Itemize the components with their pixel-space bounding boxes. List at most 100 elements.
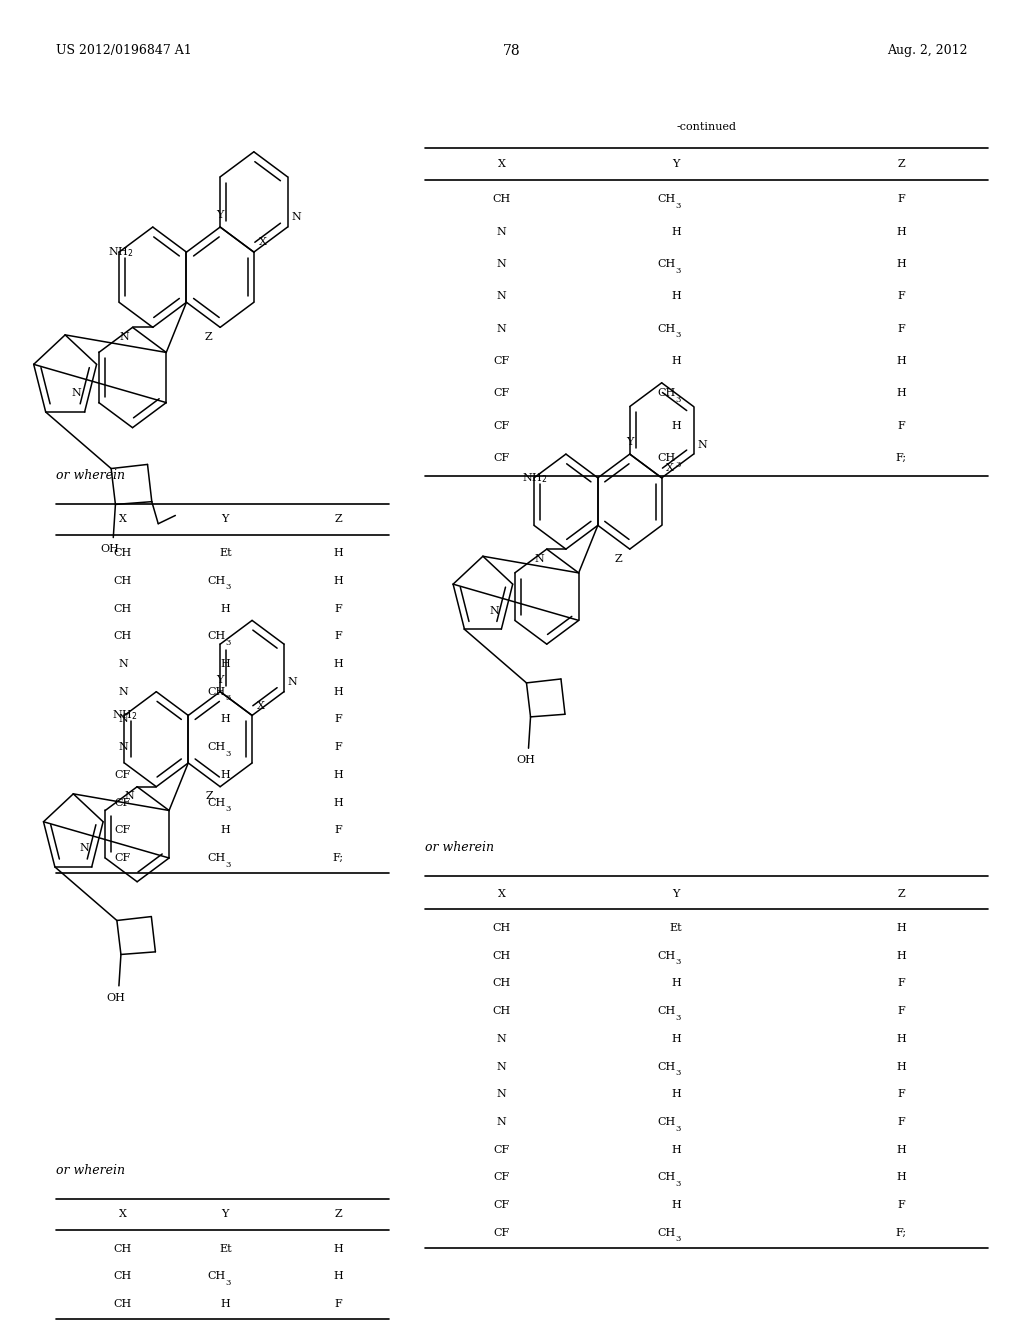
Text: F: F xyxy=(334,714,342,725)
Text: H: H xyxy=(333,797,343,808)
Text: CH: CH xyxy=(657,388,676,399)
Text: N: N xyxy=(72,388,82,397)
Text: 3: 3 xyxy=(225,583,230,591)
Text: H: H xyxy=(671,227,681,236)
Text: CH: CH xyxy=(657,323,676,334)
Text: H: H xyxy=(896,1172,906,1183)
Text: N: N xyxy=(497,1089,507,1100)
Text: H: H xyxy=(671,1089,681,1100)
Text: N: N xyxy=(497,1034,507,1044)
Text: CF: CF xyxy=(494,1144,510,1155)
Text: F;: F; xyxy=(896,453,906,463)
Text: N: N xyxy=(497,323,507,334)
Text: H: H xyxy=(896,950,906,961)
Text: F: F xyxy=(897,978,905,989)
Text: Et: Et xyxy=(219,548,231,558)
Text: H: H xyxy=(220,603,230,614)
Text: H: H xyxy=(671,978,681,989)
Text: H: H xyxy=(220,1299,230,1309)
Text: 3: 3 xyxy=(225,694,230,702)
Text: 3: 3 xyxy=(676,958,681,966)
Text: H: H xyxy=(333,1243,343,1254)
Text: H: H xyxy=(896,388,906,399)
Text: F: F xyxy=(897,1006,905,1016)
Text: CH: CH xyxy=(493,1006,511,1016)
Text: F: F xyxy=(897,421,905,430)
Text: CF: CF xyxy=(494,388,510,399)
Text: CH: CH xyxy=(657,1061,676,1072)
Text: CH: CH xyxy=(493,950,511,961)
Text: or wherein: or wherein xyxy=(56,469,125,482)
Text: N: N xyxy=(535,553,545,564)
Text: CH: CH xyxy=(657,1006,676,1016)
Text: CH: CH xyxy=(207,1271,225,1282)
Text: Z: Z xyxy=(334,513,342,524)
Text: US 2012/0196847 A1: US 2012/0196847 A1 xyxy=(56,44,193,57)
Text: F: F xyxy=(897,1089,905,1100)
Text: H: H xyxy=(220,770,230,780)
Text: CH: CH xyxy=(207,797,225,808)
Text: Y: Y xyxy=(216,210,224,219)
Text: H: H xyxy=(671,1200,681,1210)
Text: CH: CH xyxy=(657,1172,676,1183)
Text: H: H xyxy=(896,1061,906,1072)
Text: N: N xyxy=(497,1117,507,1127)
Text: 3: 3 xyxy=(225,750,230,758)
Text: OH: OH xyxy=(106,993,125,1003)
Text: Y: Y xyxy=(626,437,634,447)
Text: 3: 3 xyxy=(676,461,681,469)
Text: CF: CF xyxy=(494,356,510,366)
Text: CH: CH xyxy=(114,1271,132,1282)
Text: CH: CH xyxy=(114,576,132,586)
Text: CH: CH xyxy=(207,853,225,863)
Text: CH: CH xyxy=(114,603,132,614)
Text: CH: CH xyxy=(657,1228,676,1238)
Text: CF: CF xyxy=(115,770,131,780)
Text: Et: Et xyxy=(670,923,682,933)
Text: CF: CF xyxy=(115,797,131,808)
Text: Z: Z xyxy=(205,333,212,342)
Text: 3: 3 xyxy=(225,1279,230,1287)
Text: 3: 3 xyxy=(225,805,230,813)
Text: F: F xyxy=(897,292,905,301)
Text: Z: Z xyxy=(614,553,623,564)
Text: H: H xyxy=(671,356,681,366)
Text: F: F xyxy=(897,1200,905,1210)
Text: 78: 78 xyxy=(503,44,521,58)
Text: H: H xyxy=(671,1144,681,1155)
Text: 3: 3 xyxy=(676,1014,681,1022)
Text: CH: CH xyxy=(657,950,676,961)
Text: CF: CF xyxy=(115,825,131,836)
Text: Y: Y xyxy=(672,158,680,169)
Text: 3: 3 xyxy=(676,267,681,275)
Text: F: F xyxy=(897,323,905,334)
Text: CF: CF xyxy=(494,421,510,430)
Text: H: H xyxy=(896,1144,906,1155)
Text: N: N xyxy=(489,606,499,616)
Text: 3: 3 xyxy=(676,202,681,210)
Text: F: F xyxy=(897,194,905,205)
Text: CF: CF xyxy=(115,853,131,863)
Text: CF: CF xyxy=(494,453,510,463)
Text: N: N xyxy=(497,292,507,301)
Text: F: F xyxy=(897,1117,905,1127)
Text: N: N xyxy=(118,714,128,725)
Text: X: X xyxy=(119,513,127,524)
Text: 3: 3 xyxy=(225,861,230,869)
Text: Z: Z xyxy=(205,791,213,801)
Text: NH$_2$: NH$_2$ xyxy=(113,709,138,722)
Text: 3: 3 xyxy=(676,1125,681,1133)
Text: CF: CF xyxy=(494,1172,510,1183)
Text: Y: Y xyxy=(221,513,229,524)
Text: -continued: -continued xyxy=(677,121,736,132)
Text: X: X xyxy=(259,238,267,247)
Text: 3: 3 xyxy=(225,639,230,647)
Text: CH: CH xyxy=(493,923,511,933)
Text: Z: Z xyxy=(897,158,905,169)
Text: Et: Et xyxy=(219,1243,231,1254)
Text: N: N xyxy=(697,440,708,450)
Text: X: X xyxy=(498,158,506,169)
Text: F: F xyxy=(334,825,342,836)
Text: OH: OH xyxy=(516,755,535,766)
Text: 3: 3 xyxy=(676,396,681,404)
